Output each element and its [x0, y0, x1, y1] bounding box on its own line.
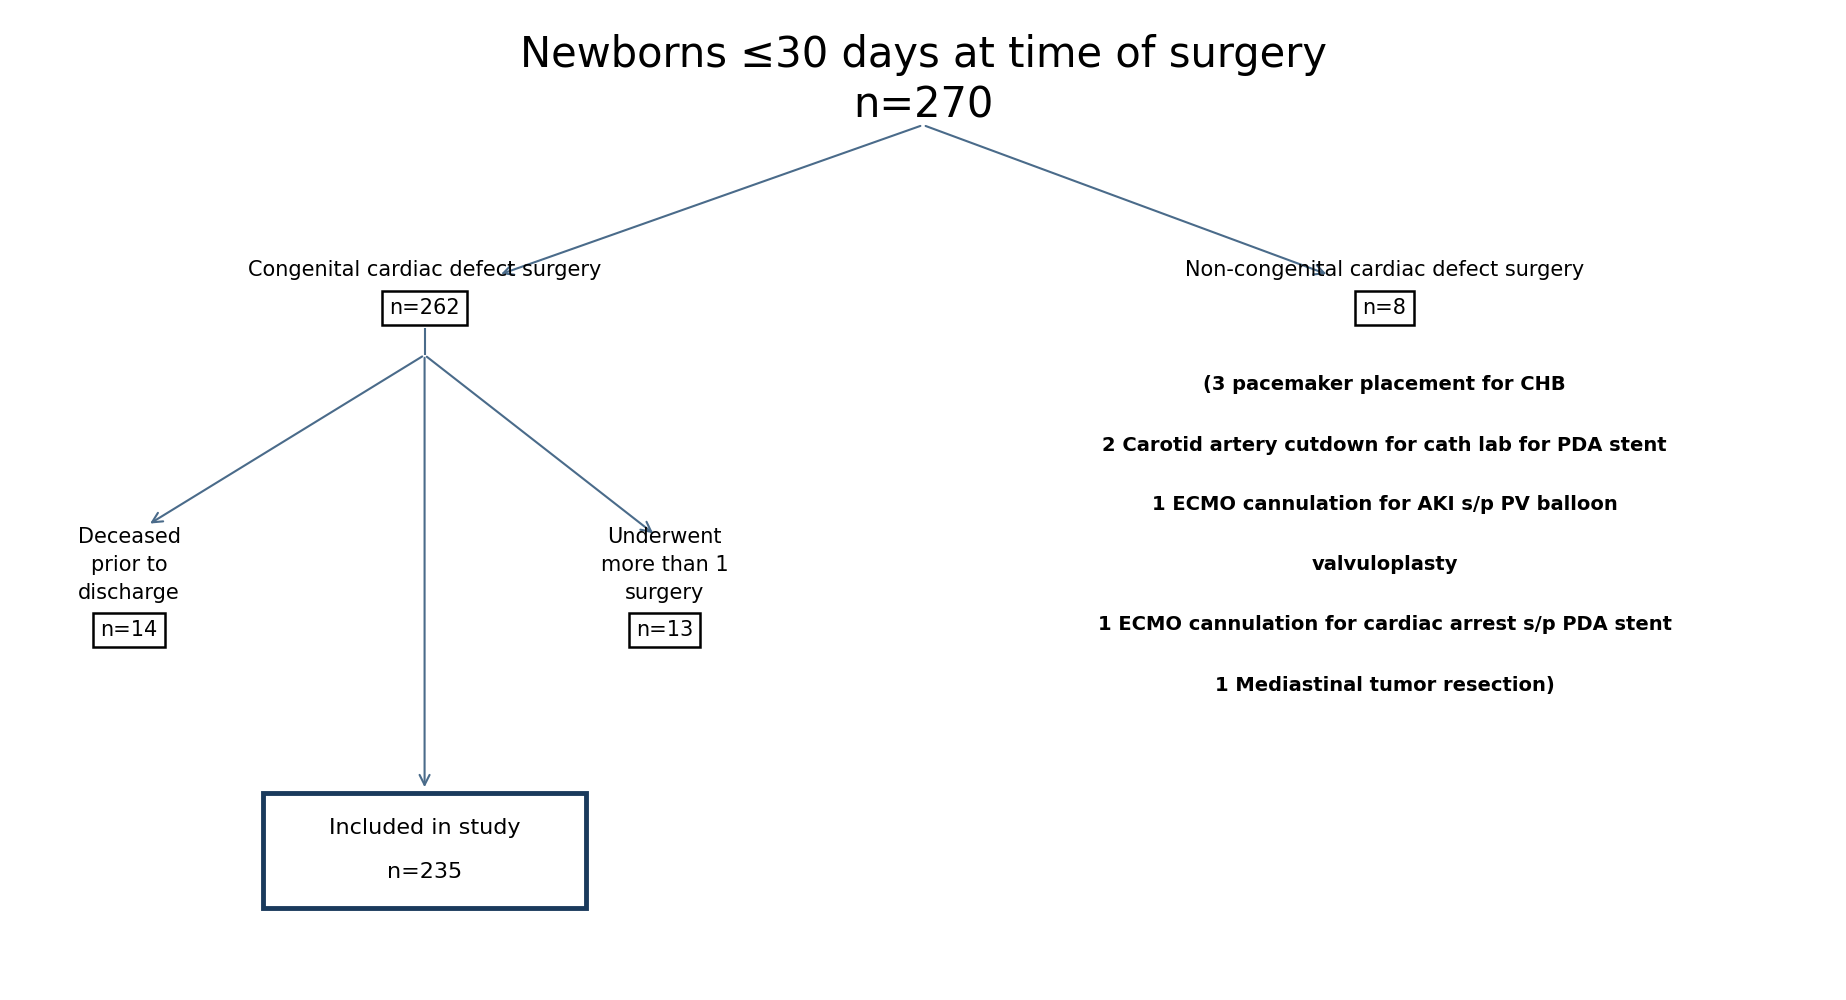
Text: n=8: n=8 — [1362, 298, 1407, 318]
Text: n=13: n=13 — [635, 620, 694, 640]
Text: n=262: n=262 — [390, 298, 460, 318]
Text: (3 pacemaker placement for CHB: (3 pacemaker placement for CHB — [1204, 375, 1565, 394]
Text: valvuloplasty: valvuloplasty — [1311, 556, 1458, 574]
Text: n=270: n=270 — [853, 84, 993, 126]
Text: Underwent
more than 1
surgery: Underwent more than 1 surgery — [600, 527, 729, 603]
Text: Newborns ≤30 days at time of surgery: Newborns ≤30 days at time of surgery — [519, 34, 1327, 76]
Text: 1 ECMO cannulation for cardiac arrest s/p PDA stent: 1 ECMO cannulation for cardiac arrest s/… — [1098, 615, 1671, 635]
Text: 1 ECMO cannulation for AKI s/p PV balloon: 1 ECMO cannulation for AKI s/p PV balloo… — [1152, 495, 1617, 514]
Text: Non-congenital cardiac defect surgery: Non-congenital cardiac defect surgery — [1185, 260, 1584, 280]
Text: n=235: n=235 — [388, 862, 462, 882]
Text: 2 Carotid artery cutdown for cath lab for PDA stent: 2 Carotid artery cutdown for cath lab fo… — [1102, 436, 1667, 455]
Text: Congenital cardiac defect surgery: Congenital cardiac defect surgery — [247, 260, 602, 280]
Text: 1 Mediastinal tumor resection): 1 Mediastinal tumor resection) — [1215, 676, 1554, 694]
FancyBboxPatch shape — [262, 792, 587, 908]
Text: Deceased
prior to
discharge: Deceased prior to discharge — [78, 527, 181, 603]
Text: Included in study: Included in study — [329, 818, 521, 838]
Text: n=14: n=14 — [100, 620, 159, 640]
